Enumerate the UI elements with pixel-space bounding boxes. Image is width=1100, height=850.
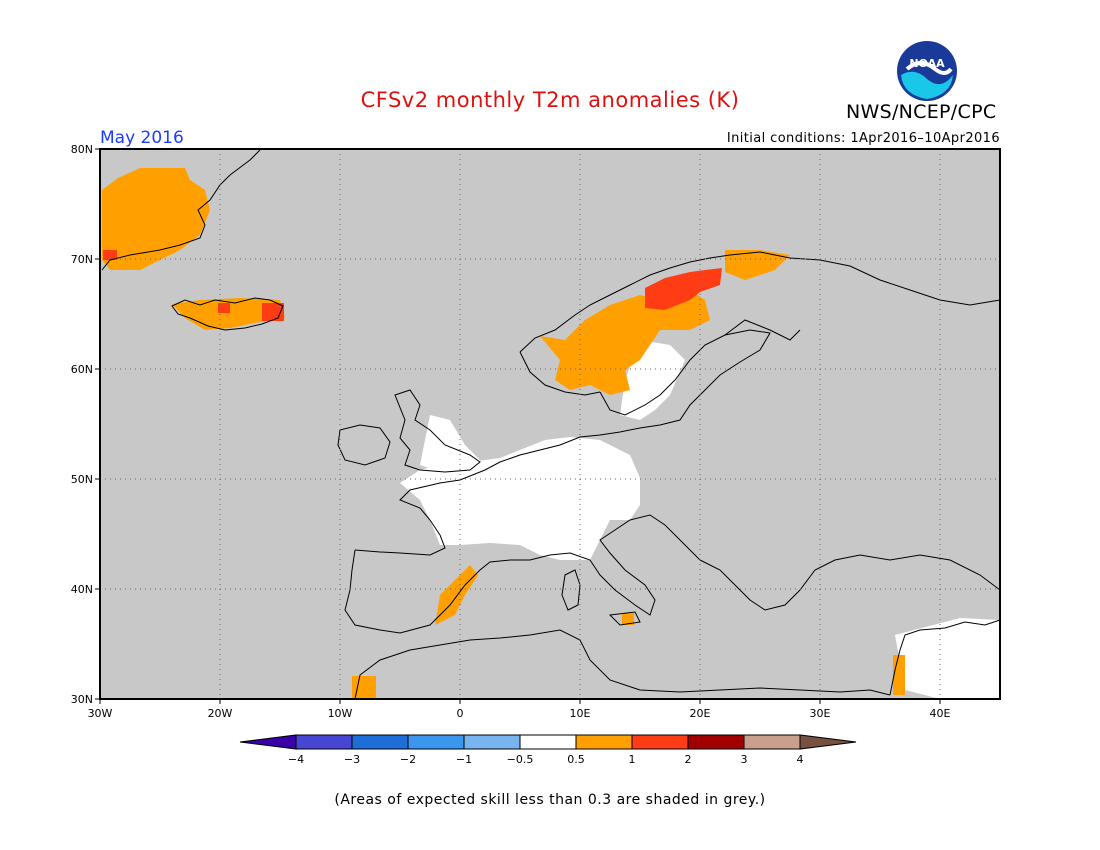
longitude-label: 40E [930, 707, 951, 720]
balkan-coast [699, 554, 1001, 611]
lapland-hot-area [645, 268, 722, 310]
colorbar [239, 734, 857, 750]
latitude-label: 70N [71, 253, 93, 266]
coastlines [101, 149, 1001, 700]
colorbar-label: 1 [629, 753, 636, 766]
levant-coast [889, 619, 1001, 696]
colorbar-label: −2 [400, 753, 416, 766]
colorbar-label: −3 [344, 753, 360, 766]
logo-bird [905, 61, 953, 75]
britain-coast [394, 389, 481, 473]
colorbar-label: 2 [685, 753, 692, 766]
colorbar-swatch [687, 734, 745, 750]
logo-wave [901, 71, 953, 99]
greenland-coast [101, 149, 261, 271]
greenland-warm-area [102, 168, 210, 270]
longitude-label: 10W [328, 707, 353, 720]
colorbar-min-arrow [239, 734, 297, 750]
latitude-label: 40N [71, 583, 93, 596]
colorbar-label: −1 [456, 753, 472, 766]
iceland-hot-cell-1 [218, 303, 230, 313]
month-label: May 2016 [100, 128, 184, 148]
latitude-label: 60N [71, 363, 93, 376]
noaa-logo: NOAA [897, 41, 957, 101]
longitude-label: 30W [88, 707, 113, 720]
map-frame [99, 148, 1001, 700]
north-africa-coast [354, 629, 891, 700]
colorbar-label: 0.5 [567, 753, 585, 766]
colorbar-label: 4 [797, 753, 804, 766]
italy-warm-cell [622, 613, 634, 625]
longitude-label: 0 [457, 707, 464, 720]
morocco-warm-cell [352, 676, 376, 698]
sicily-coast [608, 611, 641, 626]
colorbar-swatch [295, 734, 353, 750]
levant-warm-cell [893, 655, 905, 695]
longitude-label: 20E [690, 707, 711, 720]
colorbar-label: −0.5 [507, 753, 534, 766]
initial-conditions-label: Initial conditions: 1Apr2016–10Apr2016 [726, 131, 1000, 146]
iberia-coast [344, 549, 530, 634]
footnote: (Areas of expected skill less than 0.3 a… [334, 792, 766, 808]
spain-coast-warm-area [435, 565, 478, 625]
colorbar-swatch [463, 734, 521, 750]
sardinia-corsica-coast [561, 569, 581, 611]
colorbar-swatch [575, 734, 633, 750]
norway-south-coast [519, 351, 601, 396]
longitude-label: 10E [570, 707, 591, 720]
finland-gulf-coast [724, 319, 801, 341]
latitude-label: 30N [71, 693, 93, 706]
longitude-label: 30E [810, 707, 831, 720]
colorbar-swatch [743, 734, 801, 750]
colorbar-swatch [407, 734, 465, 750]
colorbar-label: −4 [288, 753, 304, 766]
colorbar-swatch [631, 734, 689, 750]
norway-warm-area [540, 290, 710, 395]
latitude-labels: 80N 70N 60N 50N 40N 30N [71, 143, 100, 706]
colorbar-labels: −4 −3 −2 −1 −0.5 0.5 1 2 3 4 [288, 753, 804, 766]
longitude-labels: 30W 20W 10W 0 10E 20E 30E 40E [88, 699, 951, 720]
uk-normal-area [420, 415, 480, 472]
longitude-label: 20W [208, 707, 233, 720]
logo-text: NOAA [909, 57, 945, 70]
map-background [100, 149, 1000, 699]
italy-coast [529, 514, 701, 616]
chart-title: CFSv2 monthly T2m anomalies (K) [360, 88, 740, 112]
arctic-norway-warm-area [725, 250, 790, 280]
latitude-label: 50N [71, 473, 93, 486]
colorbar-swatch [351, 734, 409, 750]
iceland-coast [171, 297, 284, 331]
scandinavia-coast [519, 251, 1001, 353]
continental-west-coast [354, 436, 581, 556]
baltic-coast [579, 329, 771, 438]
latitude-label: 80N [71, 143, 93, 156]
colorbar-max-arrow [799, 734, 857, 750]
greenland-hot-cell [103, 250, 117, 260]
gridlines [100, 149, 1000, 699]
colorbar-label: 3 [741, 753, 748, 766]
colorbar-swatch [519, 734, 577, 750]
agency-label: NWS/NCEP/CPC [846, 101, 997, 123]
levant-normal-area [895, 618, 1000, 699]
iceland-warm-area [172, 298, 285, 330]
